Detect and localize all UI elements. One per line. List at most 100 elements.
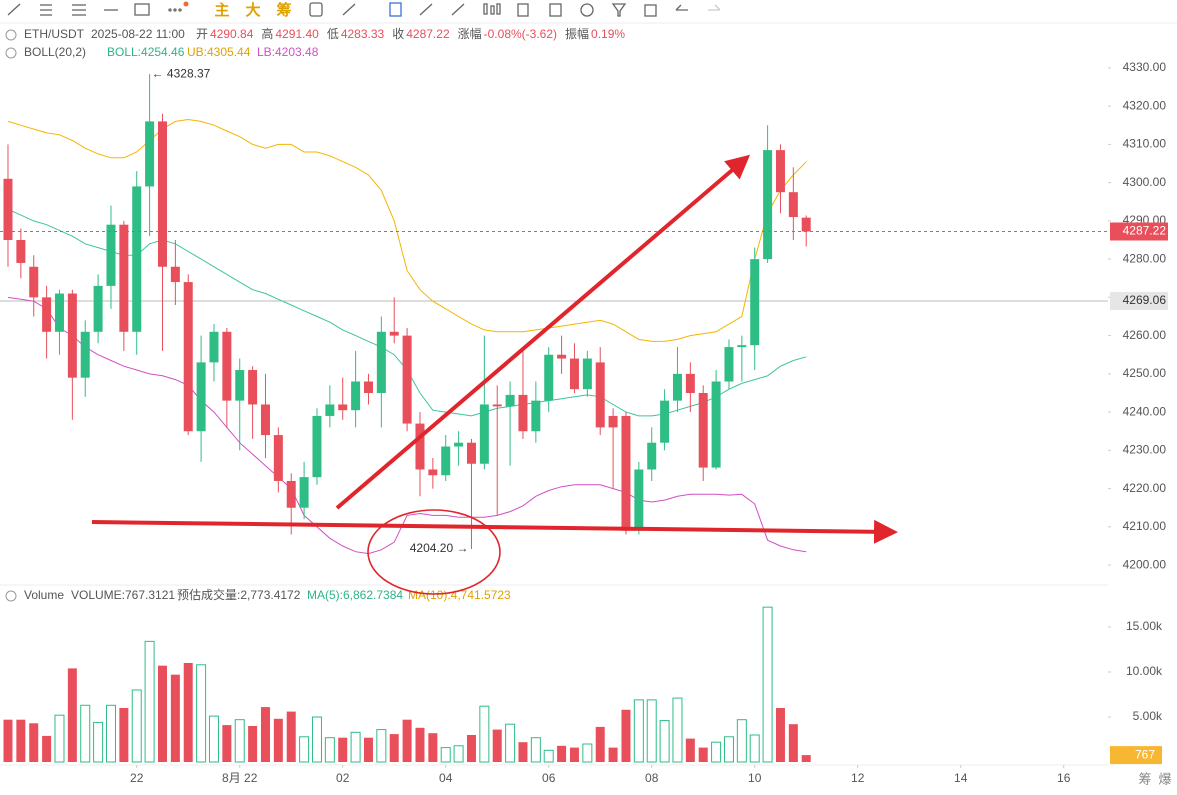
band-line: [7, 296, 807, 555]
current-price-label: 4287.22: [1123, 224, 1167, 238]
volume-bar: [93, 721, 104, 763]
collapse-icon[interactable]: [5, 590, 17, 602]
candle-body: [145, 121, 155, 187]
footer-item[interactable]: 爆: [1158, 771, 1171, 786]
collapse-icon[interactable]: [5, 29, 17, 41]
volume-bar: [299, 736, 310, 763]
volume-bar: [311, 716, 322, 763]
candle-body: [402, 335, 412, 424]
candle-body: [775, 150, 785, 193]
candle-body: [351, 381, 361, 411]
header-label: 低: [327, 27, 339, 41]
header-label: 涨幅: [458, 26, 482, 41]
low-annotation: 4204.20 →: [410, 541, 469, 555]
volume-bar: [723, 736, 734, 763]
volume-bar: [157, 665, 167, 762]
price-badge: [1110, 291, 1168, 310]
volume-bar: [595, 726, 605, 762]
y-tick-label: 4220.00: [1123, 481, 1167, 495]
toolbar-item[interactable]: 主: [214, 1, 229, 19]
volume-bar: [42, 735, 52, 762]
candle-body: [660, 400, 670, 443]
boll-upper-label: UB:4305.44: [187, 45, 251, 59]
volume-bar: [788, 724, 798, 762]
candle-body: [531, 400, 541, 432]
volume-bar: [621, 709, 631, 762]
candle-body: [3, 178, 13, 240]
volume-bar: [286, 711, 296, 762]
candle-body: [647, 442, 657, 470]
volume-bar: [144, 640, 155, 763]
header-value: 4290.84: [210, 27, 254, 41]
volume-bar: [376, 729, 387, 763]
collapse-icon[interactable]: [5, 47, 17, 59]
toolbar-item[interactable]: 筹: [276, 1, 291, 19]
volume-badge-label: 767: [1135, 747, 1155, 761]
header-label: 开: [196, 27, 208, 41]
y-tick-label: 4210.00: [1123, 519, 1167, 533]
y-tick-label: 4320.00: [1123, 98, 1167, 112]
header-items: 开 4290.84 高 4291.40 低 4283.33 收 4287.22 涨幅 -0.08%…: [196, 26, 625, 41]
volume-bar: [415, 727, 425, 762]
boll-mid-label: BOLL:4254.46: [107, 45, 185, 59]
candle-body: [260, 404, 270, 436]
candle-body: [492, 404, 502, 407]
volume-bar: [260, 707, 270, 762]
volume-bar: [762, 606, 773, 763]
volume-bar: [608, 747, 618, 762]
volume-bar: [131, 689, 142, 763]
header-value: 4291.40: [275, 27, 319, 41]
candle-body: [466, 442, 476, 464]
candle-body: [286, 480, 296, 508]
volume-value: VOLUME:767.3121: [71, 588, 175, 602]
candle-body: [428, 469, 438, 476]
volume-bar: [273, 718, 283, 762]
volume-bar: [234, 719, 245, 763]
volume-bar: [582, 743, 593, 763]
volume-bar: [350, 731, 361, 763]
volume-bar: [466, 734, 476, 762]
volume-bar: [440, 747, 451, 763]
volume-bar: [505, 723, 516, 763]
candle-body: [119, 224, 129, 332]
x-tick-label: 8月 22: [222, 771, 258, 785]
candle-body: [634, 469, 644, 531]
volume-bar: [453, 745, 464, 763]
candle-body: [763, 150, 773, 260]
header: ETH/USDT 2025-08-22 11:00 开 4290.84 高 4291.…: [5, 26, 625, 59]
toolbar-icons[interactable]: [7, 2, 721, 17]
header-value: 0.19%: [591, 27, 625, 41]
footer-item[interactable]: 筹: [1138, 771, 1151, 786]
annotations: [91, 154, 898, 595]
toolbar-dot: [183, 1, 189, 7]
candle-body: [54, 293, 64, 332]
price-badge-label: 4269.06: [1123, 293, 1167, 307]
volume-bar: [557, 745, 567, 762]
x-tick-label: 06: [542, 771, 556, 785]
band-line: [7, 118, 807, 342]
candle-body: [454, 442, 464, 447]
candle-body: [441, 446, 451, 476]
candle-body: [338, 404, 348, 411]
volume-bar: [3, 719, 13, 762]
candle-body: [415, 423, 425, 470]
candle-body: [698, 392, 708, 468]
header-value: 4283.33: [341, 27, 385, 41]
candle-body: [711, 381, 721, 468]
candle-body: [248, 370, 258, 405]
candle-body: [196, 362, 206, 432]
volume-title: Volume: [24, 588, 64, 602]
y-tick-label: 4240.00: [1123, 404, 1167, 418]
indicator-name: BOLL(20,2): [24, 45, 86, 59]
volume-bar: [543, 749, 554, 763]
volume-bar: [222, 725, 232, 762]
volume-bar: [208, 715, 219, 763]
volume-bar: [338, 737, 348, 762]
volume-bar: [672, 697, 683, 763]
toolbar-item[interactable]: 大: [245, 1, 260, 19]
candle-body: [235, 370, 245, 401]
candle-body: [93, 285, 103, 332]
price-panel: 4200.00 4210.00 4220.00 4230.00 4240.00 4250.…: [0, 60, 1168, 571]
y-tick-label: 5.00k: [1133, 709, 1163, 723]
candle-body: [685, 373, 695, 393]
